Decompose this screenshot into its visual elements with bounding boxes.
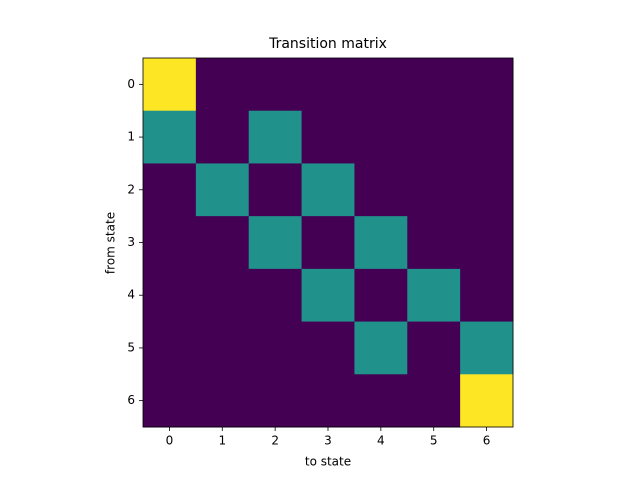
heatmap-cell [195,216,250,270]
x-axis-label: to state [305,455,351,469]
heatmap-cell [460,268,514,323]
heatmap-cell [354,216,408,270]
y-tick-label: 5 [127,340,135,354]
heatmap-cell [195,268,250,323]
heatmap-cell [143,321,197,375]
y-tick-label: 0 [127,77,135,91]
chart-title: Transition matrix [268,36,387,52]
x-tick-label: 4 [377,434,385,448]
heatmap-cell [248,110,303,164]
y-tick-label: 2 [127,182,135,196]
heatmap-cell [248,58,303,112]
y-axis-label: from state [104,212,118,274]
heatmap-cell [301,321,355,375]
heatmap-cell [354,268,408,323]
heatmap-cell [301,216,355,270]
heatmap-cell [248,374,303,428]
heatmap-cell [248,163,303,217]
y-tick-label: 6 [127,393,135,407]
heatmap-cell [248,216,303,270]
heatmap-cell [143,374,197,428]
heatmap-cell [460,110,514,164]
heatmap-cell [248,268,303,323]
heatmap-cell [407,58,461,112]
heatmap-cell [301,374,355,428]
heatmap-cell [354,110,408,164]
heatmap-cell [301,268,355,323]
heatmap-cell [354,163,408,217]
x-tick-label: 6 [483,434,491,448]
heatmap-cell [143,110,197,164]
heatmap-cell [195,374,250,428]
heatmap-cell [407,216,461,270]
x-tick-label: 2 [271,434,279,448]
heatmap-cell [143,268,197,323]
heatmap-cell [460,321,514,375]
heatmap-cell [407,321,461,375]
heatmap-cell [407,268,461,323]
x-tick-label: 0 [166,434,174,448]
heatmap-cell [460,374,514,428]
x-tick-label: 1 [218,434,226,448]
heatmap-cell [301,163,355,217]
heatmap-cell [195,321,250,375]
heatmap-cell [460,216,514,270]
heatmap-cell [195,163,250,217]
heatmap-cell [354,374,408,428]
heatmap-cell [407,163,461,217]
heatmap-cell [460,58,514,112]
heatmap-cell [354,58,408,112]
heatmap-cell [143,58,197,112]
heatmap-cell [143,163,197,217]
heatmap-cell [248,321,303,375]
x-tick-label: 5 [430,434,438,448]
heatmap-cell [460,163,514,217]
heatmap-cell [301,58,355,112]
heatmap-cell [195,110,250,164]
heatmap-cell [354,321,408,375]
y-tick-label: 4 [127,288,135,302]
heatmap-cell [195,58,250,112]
y-tick-label: 3 [127,235,135,249]
heatmap-cell [301,110,355,164]
x-tick-label: 3 [324,434,332,448]
heatmap-cell [407,110,461,164]
heatmap-cell [143,216,197,270]
heatmap-cell [407,374,461,428]
y-tick-label: 1 [127,130,135,144]
